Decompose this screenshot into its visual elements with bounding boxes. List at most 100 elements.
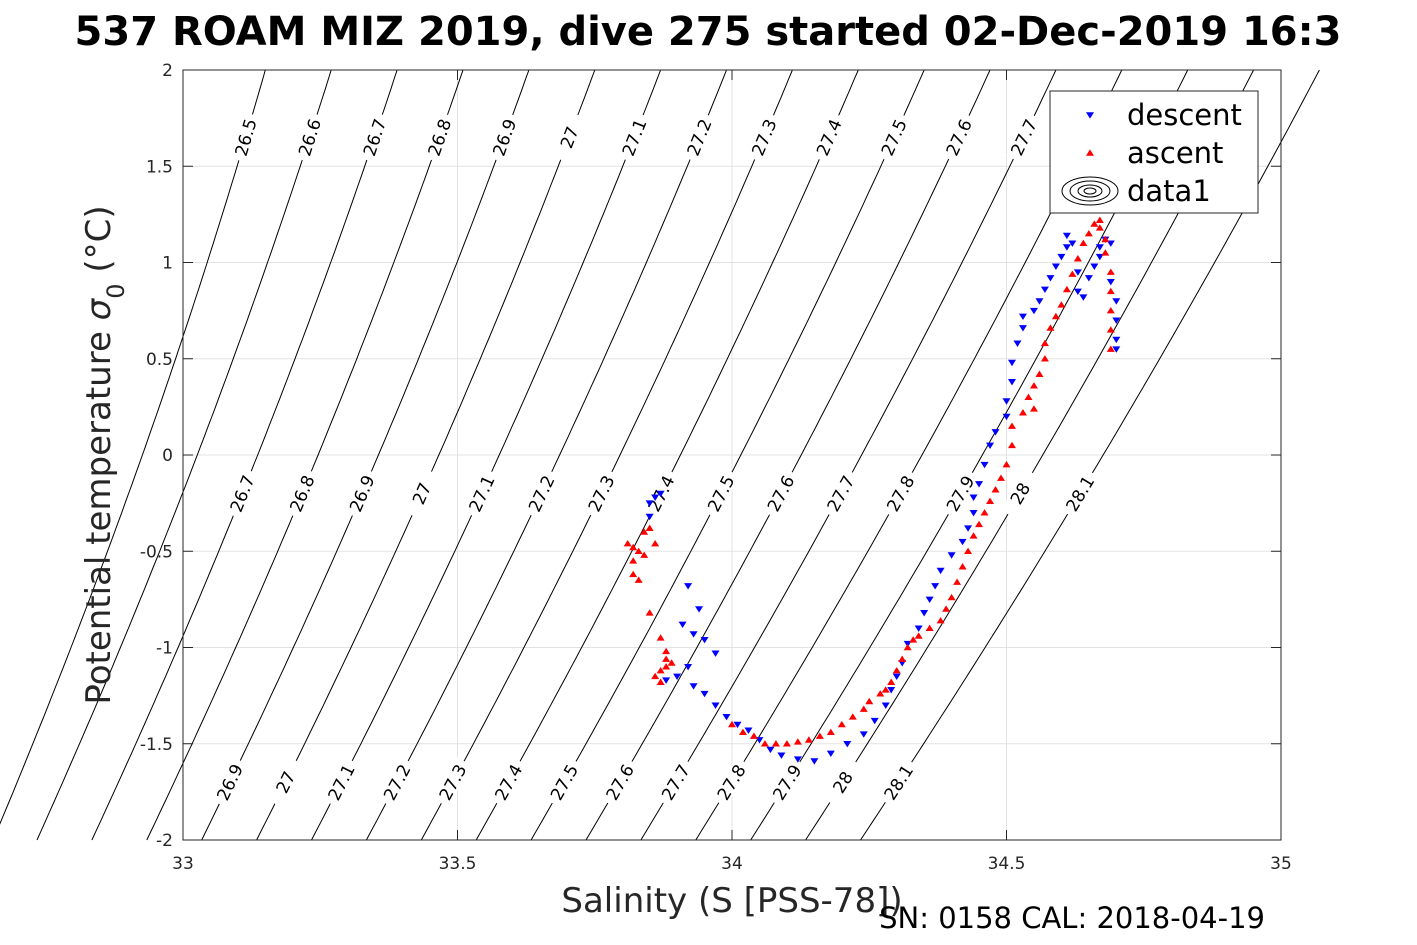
legend: descent ascent data1: [1049, 90, 1259, 214]
legend-marker-ascent: [1086, 149, 1094, 156]
descent-point: [969, 509, 978, 517]
y-tick-label: 1.5: [146, 157, 173, 177]
isopycnal-label-gap: [876, 112, 912, 163]
ascent-point: [1084, 230, 1093, 237]
descent-point: [986, 442, 995, 449]
ascent-point: [1051, 312, 1060, 320]
isopycnal-label-gap: [553, 112, 586, 163]
descent-point: [700, 637, 709, 644]
descent-point: [1046, 275, 1055, 282]
isopycnal-label-gap: [822, 468, 860, 519]
isopycnal-label-gap: [812, 112, 847, 163]
descent-point: [645, 500, 654, 507]
isopycnal-label-gap: [618, 112, 651, 163]
descent-point: [810, 758, 819, 765]
ascent-point: [1035, 370, 1044, 377]
ascent-point: [728, 720, 736, 728]
descent-point: [969, 494, 978, 501]
legend-label-descent: descent: [1127, 98, 1242, 132]
ascent-point: [793, 738, 802, 745]
descent-point: [964, 525, 973, 532]
descent-point: [887, 687, 896, 694]
ascent-point: [1007, 441, 1016, 449]
ascent-point: [1029, 405, 1038, 412]
ascent-point: [881, 686, 890, 693]
ascent-point: [1024, 393, 1033, 401]
isopycnal-line: [530, 69, 925, 841]
isopycnal-line: [475, 69, 859, 841]
ascent-point: [1029, 382, 1038, 389]
descent-point: [684, 663, 693, 671]
ascent-point: [1073, 255, 1082, 262]
isopycnal-label-gap: [747, 112, 781, 163]
ascent-point: [1062, 285, 1071, 293]
descent-point: [975, 481, 984, 488]
descent-point: [651, 494, 660, 501]
isopycnal-line: [256, 69, 596, 841]
ascent-point: [1090, 220, 1099, 227]
descent-point: [936, 567, 945, 575]
descent-point: [1084, 275, 1093, 282]
descent-point: [1095, 244, 1104, 251]
ascent-point: [1002, 461, 1011, 468]
ascent-point: [629, 543, 638, 551]
ascent-point: [629, 557, 638, 564]
legend-contour-icon: [1077, 184, 1103, 198]
ascent-point: [1101, 235, 1110, 243]
descent-point: [991, 429, 1000, 436]
ascent-point: [623, 539, 632, 547]
ascent-point: [1018, 409, 1027, 416]
descent-point: [711, 650, 720, 657]
y-tick-label: -1: [156, 639, 173, 659]
descent-point: [1062, 232, 1071, 240]
isopycnal-label-gap: [545, 757, 584, 808]
isopycnal-label-gap: [434, 757, 472, 808]
descent-point: [947, 552, 956, 559]
descent-point: [744, 727, 753, 734]
isopycnal-label-gap: [267, 757, 304, 808]
isopycnal-label-gap: [523, 468, 559, 519]
x-tick-label: 34: [721, 854, 743, 874]
isopycnal-line: [585, 69, 991, 841]
descent-point: [1013, 340, 1022, 347]
isopycnal-label-gap: [702, 468, 740, 519]
ascent-point: [1106, 268, 1115, 275]
legend-label-ascent: ascent: [1127, 136, 1223, 170]
ascent-point: [738, 728, 747, 735]
ascent-point: [1040, 339, 1049, 347]
isopycnal-label-gap: [285, 468, 319, 519]
isopycnal-line: [0, 69, 266, 825]
ascent-point: [1106, 287, 1115, 295]
ascent-point: [651, 539, 660, 547]
ascent-point: [892, 667, 901, 674]
x-tick-label: 33: [172, 854, 194, 874]
isopycnal-label-gap: [489, 757, 528, 808]
isopycnal-label-gap: [941, 468, 980, 519]
descent-point: [870, 717, 879, 725]
descent-point: [793, 756, 802, 763]
isopycnal-label-gap: [378, 757, 416, 808]
isopycnal-label-gap: [404, 468, 439, 519]
isopycnal-line: [91, 69, 398, 841]
data-markers: [623, 216, 1121, 765]
axis-ticks: 33 33.5 34 34.5 35 -2 -1.5 -1 -0.5 0 0.5 1 1.5 2: [140, 61, 1292, 874]
y-tick-label: 2: [162, 61, 173, 81]
descent-point: [1062, 244, 1071, 251]
isopycnal-label-gap: [881, 468, 920, 519]
descent-point: [673, 673, 682, 680]
y-tick-label: 0.5: [146, 350, 173, 370]
descent-point: [1029, 307, 1038, 315]
ascent-point: [1007, 422, 1016, 429]
descent-point: [1112, 346, 1121, 353]
ascent-point: [947, 593, 956, 601]
ascent-point: [1057, 301, 1066, 308]
descent-point: [1068, 240, 1077, 247]
legend-contour-icon: [1061, 176, 1119, 206]
descent-point: [1051, 263, 1060, 270]
isopycnal-label-gap: [323, 757, 360, 808]
ascent-point: [656, 634, 665, 641]
descent-point: [662, 677, 671, 684]
ascent-point: [1106, 326, 1115, 333]
isopycnal-label-gap: [941, 112, 977, 163]
x-tick-label: 35: [1270, 854, 1292, 874]
